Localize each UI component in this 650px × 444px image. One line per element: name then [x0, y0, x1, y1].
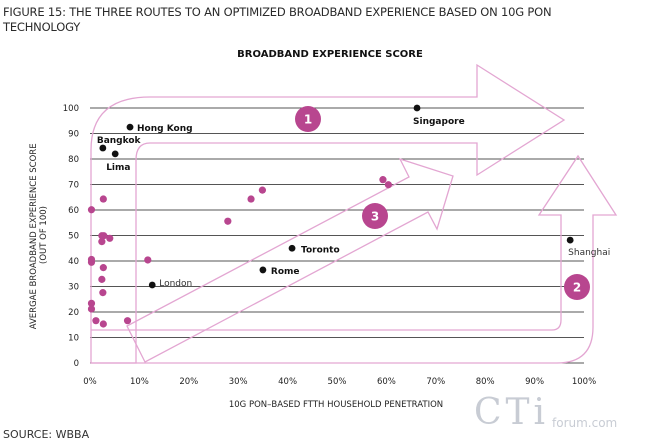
- route-2-arrow: [91, 154, 618, 364]
- x-tick-labels: 0% 10% 20% 30% 40% 50% 60% 70% 80% 90% 100%: [83, 377, 596, 387]
- data-point: [87, 206, 96, 214]
- watermark-sub: forum.com: [552, 416, 618, 430]
- data-point-shanghai: [566, 236, 574, 244]
- route-1-arrow: [90, 63, 566, 364]
- point-label: London: [159, 279, 192, 289]
- x-tick-label: 40%: [278, 377, 297, 387]
- y-axis-label: AVERGAE BROADBAND EXPERIENCE SCORE (OUT …: [29, 141, 49, 330]
- y-tick-label: 100: [63, 104, 79, 114]
- data-point-lima: [111, 150, 119, 158]
- data-point: [379, 176, 387, 184]
- data-point: [106, 234, 114, 242]
- data-point: [99, 195, 107, 203]
- data-point: [98, 238, 106, 246]
- y-tick-label: 10: [68, 334, 79, 344]
- y-tick-label: 40: [68, 257, 79, 267]
- data-point: [87, 258, 96, 266]
- data-points: Hong Kong Bangkok Lima Singapore Toronto Rome…: [87, 104, 610, 328]
- point-label: Bangkok: [97, 136, 142, 146]
- data-point: [99, 289, 107, 297]
- route-3-arrow: [126, 157, 454, 363]
- x-tick-label: 10%: [130, 377, 149, 387]
- data-point: [100, 232, 108, 240]
- point-label: Toronto: [301, 245, 340, 255]
- y-tick-label: 90: [68, 130, 79, 140]
- y-tick-label: 50: [68, 232, 79, 242]
- point-label: Hong Kong: [137, 124, 193, 134]
- point-label: Singapore: [413, 117, 465, 127]
- x-tick-label: 20%: [179, 377, 198, 387]
- route-outlines: [90, 63, 618, 364]
- watermark-main: CTi: [474, 392, 550, 433]
- x-tick-label: 30%: [229, 377, 248, 387]
- data-point: [99, 320, 107, 328]
- chart-title: BROADBAND EXPERIENCE SCORE: [237, 49, 423, 60]
- source-note: SOURCE: WBBA: [3, 428, 90, 441]
- data-point-london: [148, 281, 156, 289]
- route-badge-3: 3: [362, 203, 388, 229]
- y-axis-label-line1: AVERGAE BROADBAND EXPERIENCE SCORE: [29, 143, 39, 329]
- data-point: [247, 195, 255, 203]
- data-point-bangkok: [99, 144, 107, 152]
- data-point: [224, 217, 232, 225]
- x-tick-label: 70%: [426, 377, 445, 387]
- y-tick-label: 30: [68, 283, 79, 293]
- route-badge-3-label: 3: [371, 210, 379, 224]
- data-point: [99, 264, 107, 272]
- route-badge-1: 1: [295, 106, 321, 132]
- data-point: [123, 317, 132, 325]
- y-tick-label: 80: [68, 155, 79, 165]
- y-tick-label: 70: [68, 181, 79, 191]
- x-tick-label: 60%: [377, 377, 396, 387]
- gridlines: [90, 107, 584, 364]
- y-axis-label-line2: (OUT OF 100): [39, 206, 49, 264]
- x-tick-label: 100%: [572, 377, 596, 387]
- point-label: Shanghai: [568, 248, 610, 258]
- route-badge-2-label: 2: [573, 281, 581, 295]
- point-label: Rome: [271, 267, 300, 277]
- figure-title: FIGURE 15: THE THREE ROUTES TO AN OPTIMI…: [3, 5, 552, 34]
- data-point: [92, 317, 100, 325]
- data-point: [98, 275, 106, 283]
- y-tick-label: 0: [74, 359, 79, 369]
- data-point: [144, 256, 152, 264]
- data-point: [87, 305, 96, 313]
- x-tick-label: 80%: [476, 377, 495, 387]
- x-axis-label: 10G PON–BASED FTTH HOUSEHOLD PENETRATION: [229, 400, 443, 410]
- x-tick-label: 90%: [525, 377, 544, 387]
- y-tick-label: 20: [68, 308, 79, 318]
- x-tick-label: 0%: [83, 377, 97, 387]
- data-point: [258, 186, 267, 194]
- data-point-rome: [259, 266, 267, 274]
- data-point: [384, 181, 392, 189]
- x-tick-label: 50%: [328, 377, 347, 387]
- data-point-singapore: [413, 104, 421, 112]
- y-tick-labels: 0 10 20 30 40 50 60 70 80 90 100: [63, 104, 79, 369]
- point-label: Lima: [106, 163, 130, 173]
- data-point-hong-kong: [126, 123, 134, 131]
- data-point: [87, 299, 96, 307]
- y-tick-label: 60: [68, 206, 79, 216]
- route-badge-1-label: 1: [304, 113, 312, 127]
- route-badge-2: 2: [564, 274, 590, 300]
- data-point-toronto: [288, 244, 296, 252]
- watermark-logo: CTi forum.com: [474, 392, 617, 433]
